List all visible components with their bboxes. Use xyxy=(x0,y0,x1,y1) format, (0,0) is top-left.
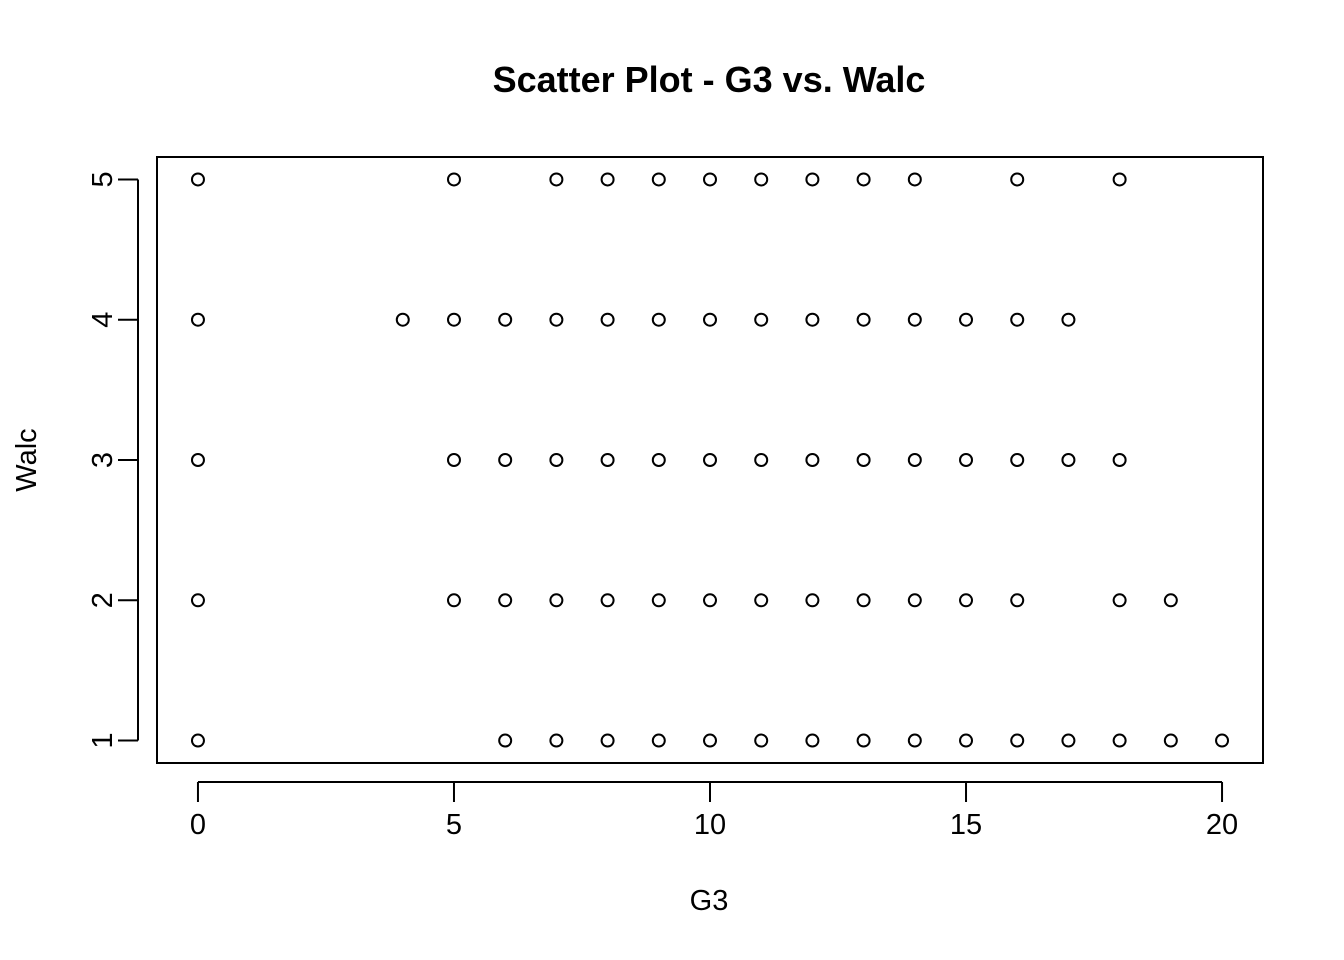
data-point xyxy=(651,453,666,467)
data-point xyxy=(907,172,922,187)
y-tick-label: 5 xyxy=(87,171,119,187)
data-point xyxy=(907,593,922,608)
data-point xyxy=(805,593,820,608)
data-point xyxy=(498,733,513,748)
data-point xyxy=(651,312,666,327)
data-point xyxy=(959,733,974,748)
data-point xyxy=(754,733,769,748)
data-point xyxy=(805,312,820,327)
data-point xyxy=(1112,172,1127,187)
data-point xyxy=(651,733,666,748)
data-point xyxy=(754,453,769,467)
data-point xyxy=(1163,593,1178,608)
y-tick-label: 1 xyxy=(87,732,119,748)
data-point xyxy=(651,172,666,187)
data-point xyxy=(1010,312,1025,327)
data-point xyxy=(190,593,205,608)
data-point xyxy=(1010,593,1025,608)
data-point xyxy=(190,453,205,467)
data-point xyxy=(856,733,871,748)
data-point xyxy=(805,453,820,467)
data-point xyxy=(1112,593,1127,608)
y-tick-label: 4 xyxy=(87,312,119,328)
x-tick-label: 0 xyxy=(190,809,206,841)
x-tick-label: 20 xyxy=(1206,809,1238,841)
data-point xyxy=(959,593,974,608)
data-point xyxy=(498,593,513,608)
data-point xyxy=(703,733,717,748)
data-point xyxy=(907,312,922,327)
y-tick-label: 3 xyxy=(87,452,119,468)
data-point xyxy=(1061,453,1076,467)
data-point xyxy=(1010,733,1025,748)
data-point xyxy=(805,172,820,187)
data-point xyxy=(549,593,564,608)
data-point xyxy=(190,172,205,187)
data-point xyxy=(600,172,615,187)
y-axis: 1 2 3 4 5 xyxy=(87,171,139,749)
y-tick-label: 2 xyxy=(87,592,119,608)
data-point xyxy=(856,593,871,608)
data-point xyxy=(1061,312,1076,327)
data-point xyxy=(446,312,461,327)
data-point xyxy=(856,453,871,467)
data-point xyxy=(907,453,922,467)
data-point xyxy=(959,453,974,467)
data-point xyxy=(446,453,461,467)
data-point xyxy=(805,733,820,748)
data-point xyxy=(498,453,513,467)
data-point xyxy=(549,733,564,748)
data-point xyxy=(1010,172,1025,187)
data-point xyxy=(600,733,615,748)
data-point xyxy=(856,172,871,187)
data-points xyxy=(190,172,1230,748)
data-point xyxy=(703,312,717,327)
data-point xyxy=(190,312,205,327)
data-point xyxy=(190,733,205,748)
x-axis-label: G3 xyxy=(690,885,729,917)
x-tick-label: 5 xyxy=(446,809,462,841)
data-point xyxy=(754,593,769,608)
data-point xyxy=(907,733,922,748)
data-point xyxy=(600,453,615,467)
data-point xyxy=(1215,733,1230,748)
data-point xyxy=(549,453,564,467)
data-point xyxy=(1010,453,1025,467)
data-point xyxy=(1112,733,1127,748)
data-point xyxy=(1112,453,1127,467)
data-point xyxy=(1163,733,1178,748)
data-point xyxy=(549,312,564,327)
data-point xyxy=(703,593,717,608)
data-point xyxy=(703,453,717,467)
data-point xyxy=(498,312,513,327)
data-point xyxy=(600,593,615,608)
x-tick-label: 10 xyxy=(694,809,726,841)
data-point xyxy=(600,312,615,327)
x-axis: 0 5 10 15 20 xyxy=(190,781,1238,841)
plot-frame xyxy=(156,156,1264,764)
x-tick-label: 15 xyxy=(950,809,982,841)
chart-title: Scatter Plot - G3 vs. Walc xyxy=(493,59,926,100)
data-point xyxy=(446,593,461,608)
data-point xyxy=(703,172,717,187)
data-point xyxy=(1061,733,1076,748)
data-point xyxy=(446,172,461,187)
data-point xyxy=(856,312,871,327)
data-point xyxy=(754,172,769,187)
data-point xyxy=(395,312,410,327)
y-axis-label: Walc xyxy=(11,428,43,491)
data-point xyxy=(651,593,666,608)
data-point xyxy=(959,312,974,327)
data-point xyxy=(549,172,564,187)
data-point xyxy=(754,312,769,327)
